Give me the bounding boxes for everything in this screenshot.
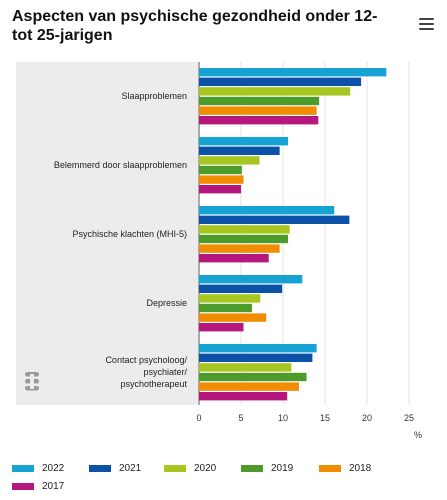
bar-2018[interactable] — [199, 175, 244, 184]
legend-label: 2018 — [349, 463, 372, 474]
bar-2018[interactable] — [199, 382, 299, 391]
tick-label: 25 — [404, 413, 414, 423]
legend-label: 2019 — [271, 463, 294, 474]
tick-label: 10 — [278, 413, 288, 423]
bar-2022[interactable] — [199, 344, 317, 353]
bar-2019[interactable] — [199, 303, 252, 313]
legend-swatch — [89, 464, 111, 472]
legend-label: 2022 — [42, 463, 65, 474]
bar-2020[interactable] — [199, 225, 290, 234]
legend-swatch — [12, 482, 34, 490]
bar-2017[interactable] — [199, 323, 244, 332]
bar-2022[interactable] — [199, 206, 335, 215]
bar-2018[interactable] — [199, 106, 317, 115]
bar-2021[interactable] — [199, 353, 313, 362]
legend-item-2018[interactable]: 2018 — [319, 462, 371, 476]
bar-2019[interactable] — [199, 372, 307, 382]
bar-2019[interactable] — [199, 96, 320, 106]
legend-swatch — [12, 464, 34, 472]
bar-2021[interactable] — [199, 77, 362, 86]
legend-label: 2021 — [119, 463, 142, 474]
x-axis-unit-label: % — [414, 430, 422, 440]
category-label: Slaapproblemen — [121, 91, 187, 101]
bar-2017[interactable] — [199, 185, 241, 194]
category-label: psychotherapeut — [120, 379, 187, 389]
legend-swatch — [319, 464, 341, 472]
bar-2022[interactable] — [199, 275, 303, 284]
category-labels: Slaapproblemen Belemmerd door slaapproble… — [54, 91, 188, 389]
bar-2017[interactable] — [199, 392, 288, 401]
tick-label: 5 — [238, 413, 243, 423]
bar-2018[interactable] — [199, 313, 267, 322]
legend-swatch — [241, 464, 263, 472]
tick-label: 0 — [196, 413, 201, 423]
legend-item-2019[interactable]: 2019 — [241, 462, 293, 476]
chart-title: Aspecten van psychische gezondheid onder… — [12, 8, 378, 44]
bar-2018[interactable] — [199, 244, 280, 253]
legend-item-2020[interactable]: 2020 — [164, 462, 216, 476]
chart-svg: Slaapproblemen Belemmerd door slaapproble… — [16, 62, 422, 440]
bar-2019[interactable] — [199, 234, 289, 244]
category-label: Psychische klachten (MHI-5) — [72, 229, 187, 239]
bar-2020[interactable] — [199, 294, 261, 303]
bar-2021[interactable] — [199, 215, 350, 224]
bar-2017[interactable] — [199, 254, 269, 263]
bar-2020[interactable] — [199, 87, 351, 96]
bar-2019[interactable] — [199, 165, 242, 175]
bar-2017[interactable] — [199, 116, 319, 125]
tick-labels: 0 5 10 15 20 25 — [196, 413, 414, 423]
legend-label: 2020 — [194, 463, 217, 474]
category-label: Contact psycholoog/ — [105, 355, 187, 365]
tick-label: 20 — [362, 413, 372, 423]
category-label: Belemmerd door slaapproblemen — [54, 160, 187, 170]
legend-label: 2017 — [42, 481, 65, 492]
legend-item-2022[interactable]: 2022 — [12, 462, 64, 476]
legend-swatch — [164, 464, 186, 472]
hamburger-menu-icon[interactable] — [419, 18, 434, 31]
legend-item-2021[interactable]: 2021 — [89, 462, 141, 476]
category-label: Depressie — [146, 298, 187, 308]
bar-2022[interactable] — [199, 68, 387, 77]
bar-2020[interactable] — [199, 156, 260, 165]
category-label: psychiater/ — [143, 367, 187, 377]
legend-item-2017[interactable]: 2017 — [12, 480, 64, 494]
bar-2021[interactable] — [199, 284, 283, 293]
bar-2020[interactable] — [199, 363, 292, 372]
cbs-logo-icon — [25, 372, 39, 391]
bars — [199, 68, 387, 401]
category-panel — [16, 62, 198, 405]
bar-2022[interactable] — [199, 137, 289, 146]
tick-label: 15 — [320, 413, 330, 423]
bar-2021[interactable] — [199, 146, 280, 155]
